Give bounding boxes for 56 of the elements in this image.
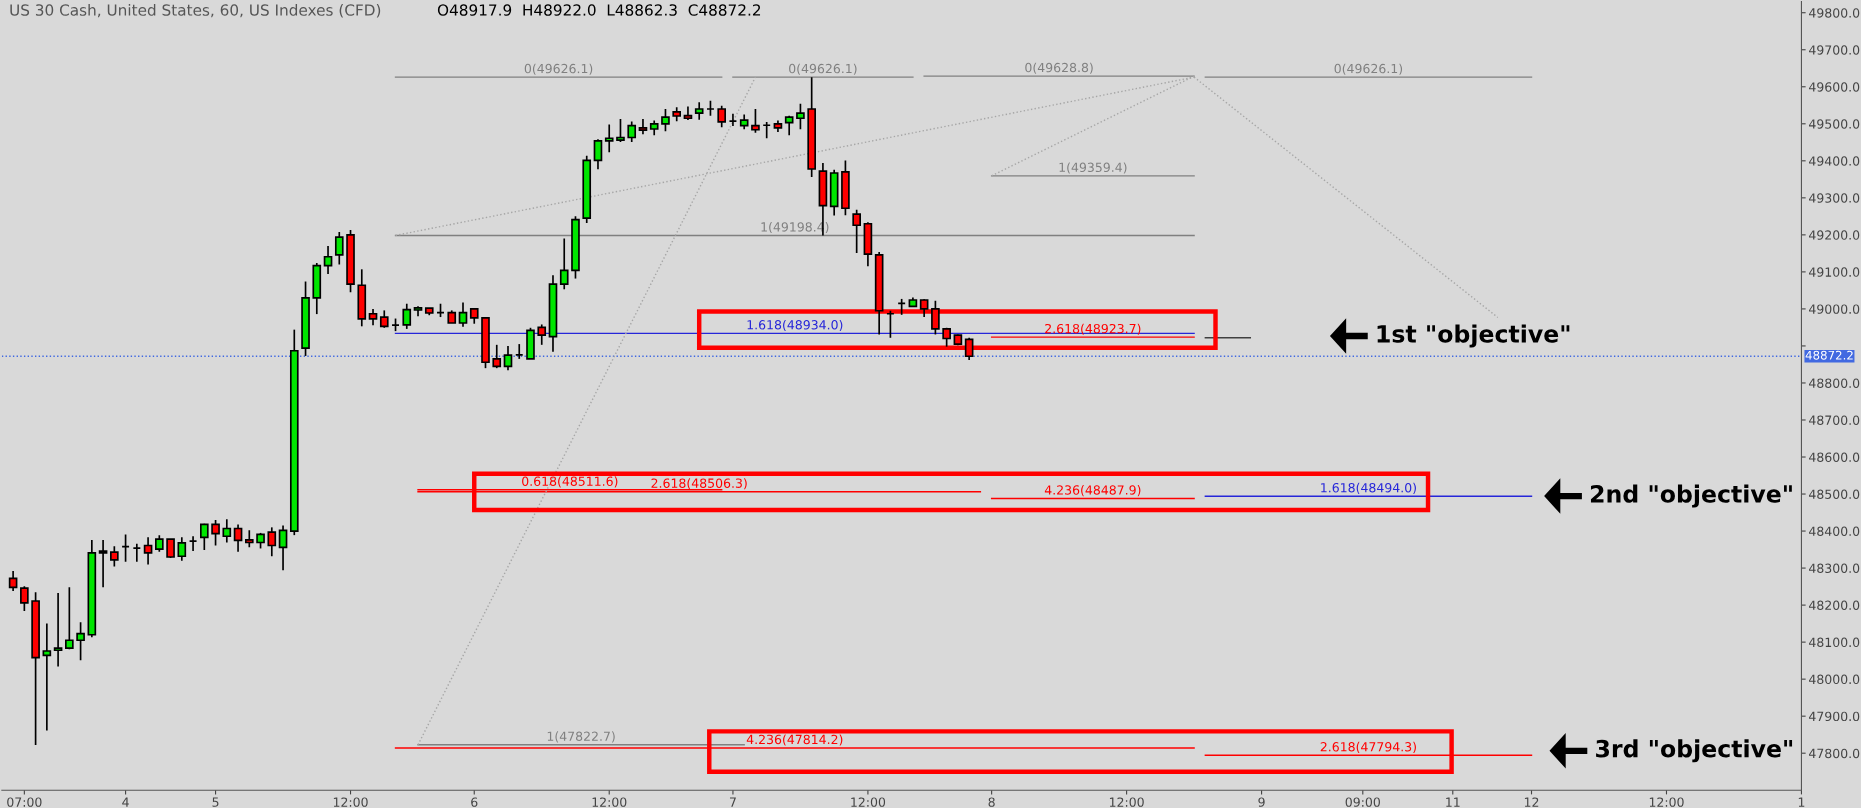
y-tick-label: 48600.0 [1809,452,1860,462]
x-tick-label: 4 [122,797,129,807]
annotation: 3rd "objective" [1596,739,1793,763]
chart-subtitle: O48917.9 H48922.0 L48862.3 C48872.2 [437,4,761,16]
ref-line-label: 48872.2 [1805,350,1853,360]
y-tick-label: 49000.0 [1809,304,1860,314]
series-label: 2.618(48923.7) [1045,323,1141,335]
y-tick-label: 48400.0 [1809,526,1860,536]
y-tick-label: 49600.0 [1809,82,1860,92]
x-tick-label: 11 [1446,797,1460,807]
y-tick-label: 47900.0 [1809,711,1860,722]
y-tick-label: 49100.0 [1809,267,1860,277]
y-tick-label: 49400.0 [1809,156,1860,166]
x-tick-label: 12 [1524,797,1539,807]
x-tick-label: 07:00 [7,797,42,807]
y-tick-label: 49500.0 [1809,119,1860,129]
y-tick-label: 47800.0 [1809,748,1860,759]
series-label: 4.236(48487.9) [1044,485,1141,497]
series-label: 0(49626.1) [524,63,593,75]
y-tick-label: 49200.0 [1809,230,1860,240]
series-label: 1.618(48494.0) [1321,482,1416,494]
y-tick-label: 49800.0 [1809,8,1860,18]
y-tick-label: 49300.0 [1809,193,1860,203]
x-tick-label: 6 [471,797,478,807]
x-tick-label: 5 [212,797,219,807]
x-tick-label: 9 [1258,797,1265,807]
x-tick-label: 12:00 [333,797,368,807]
x-tick-label: 8 [988,797,995,807]
x-tick-label: 12:00 [592,797,627,807]
x-tick-label: 12:00 [1109,797,1144,807]
chart-title: US 30 Cash, United States, 60, US Indexes (CFD) [10,3,381,18]
series-label: 1(47822.7) [547,731,615,743]
y-tick-label: 48200.0 [1809,600,1860,611]
series-label: 1.618(48934.0) [747,319,843,332]
annotation: 2nd "objective" [1590,484,1792,508]
y-tick-label: 48300.0 [1809,563,1860,574]
y-tick-label: 48000.0 [1809,674,1860,685]
series-label: 0(49626.1) [789,63,857,75]
y-tick-label: 48700.0 [1809,415,1860,425]
series-label: 2.618(47794.3) [1320,741,1416,753]
x-tick-label: 12:00 [1649,797,1684,807]
series-label: 1(49359.4) [1059,162,1127,174]
x-tick-label: 1 [1798,797,1805,807]
y-tick-label: 48800.0 [1809,378,1860,388]
series-label: 2.618(48506.3) [651,478,747,490]
x-tick-label: 12:00 [851,797,886,807]
series-label: 0(49628.8) [1025,62,1093,74]
x-tick-label: 7 [729,797,736,807]
annotation: 1st "objective" [1377,324,1570,348]
series-label: 4.236(47814.2) [746,734,843,746]
series-label: 0.618(48511.6) [522,476,618,488]
y-tick-label: 48500.0 [1809,489,1860,499]
x-tick-label: 09:00 [1345,797,1380,807]
y-tick-label: 48100.0 [1809,637,1860,648]
series-label: 0(49626.1) [1334,63,1403,75]
y-tick-label: 49700.0 [1809,45,1860,55]
